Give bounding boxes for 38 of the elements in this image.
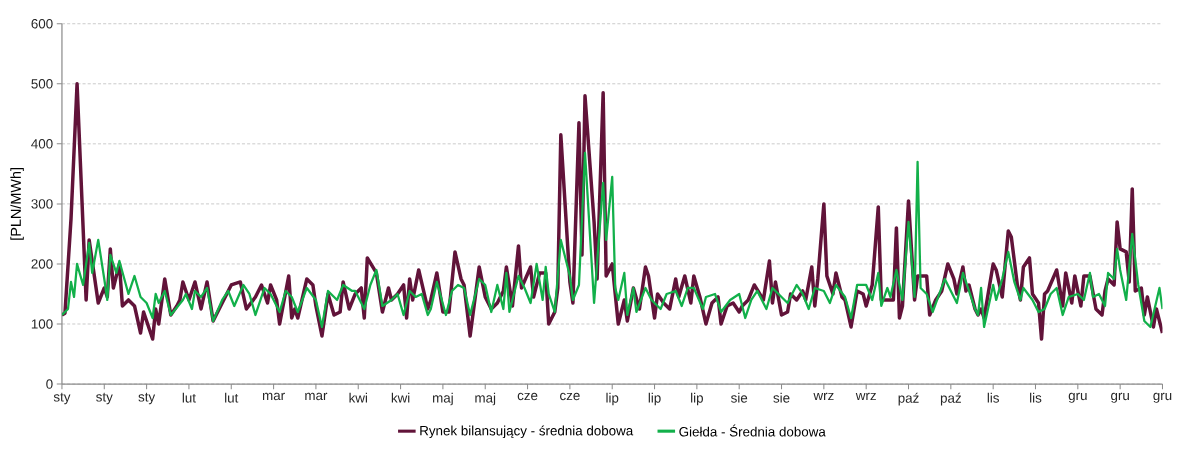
x-tick-label: kwi [349,392,367,403]
x-tick-label: sie [773,392,790,403]
y-tick-label: 500 [31,79,53,89]
x-tick-label: paź [898,392,919,406]
x-tick-label: cze [560,392,580,401]
x-tick-label: lut [182,392,196,403]
x-tick-label: lis [987,392,999,403]
y-axis-title: [PLN/MWh] [10,168,24,240]
y-tick-label: 100 [31,319,53,329]
y-tick-label: 0 [46,379,53,389]
y-tick-label: 200 [31,259,53,269]
y-tick-label: 300 [31,199,53,209]
x-tick-label: wrz [855,392,876,400]
y-tick-label: 600 [31,18,53,29]
x-tick-label: lip [648,392,661,406]
x-tick-label: gru [1153,392,1172,403]
x-tick-label: sie [731,392,748,403]
x-tick-label: gru [1111,392,1129,403]
x-tick-label: mar [262,392,285,401]
x-tick-label: kwi [391,392,410,403]
x-tick-label: cze [517,392,538,401]
y-tick-label: 400 [31,139,53,149]
x-tick-label: gru [1068,392,1087,403]
line-series [61,151,1163,329]
x-tick-label: mar [305,392,328,401]
x-tick-label: lip [606,392,619,406]
x-tick-label: sty [53,392,71,405]
x-tick-label: maj [433,392,453,406]
x-tick-label: wrz [813,392,834,400]
x-tick-label: paź [940,392,961,406]
x-tick-label: lis [1030,392,1042,403]
x-tick-label: lip [691,392,703,406]
legend-label: Rynek bilansujący - średnia dobowa [420,425,634,439]
x-tick-label: sty [96,392,113,405]
legend-label: Giełda - Średnia dobowa [679,424,826,437]
x-tick-label: lut [225,392,239,403]
x-tick-label: sty [138,392,156,405]
x-tick-label: maj [475,392,496,406]
